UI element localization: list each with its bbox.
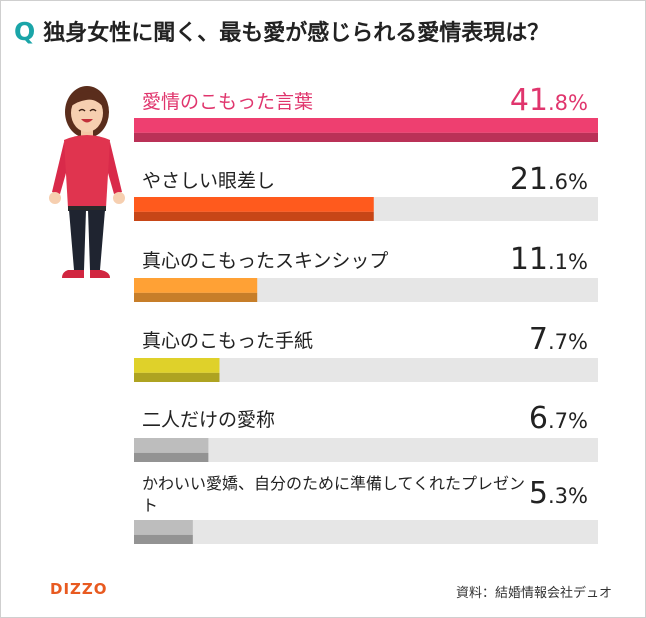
value-label: 21.6% [510,162,588,197]
bar [134,520,193,535]
value-label: 41.8% [510,83,588,118]
bar [134,358,220,373]
category-label: 真心のこもったスキンシップ [142,250,388,272]
question-mark-label: Q [14,16,36,46]
chart-title: Q 独身女性に聞く、最も愛が感じられる愛情表現は？ [14,14,549,48]
dizzo-logo: DIZZO [50,580,108,598]
category-label: 愛情のこもった言葉 [142,91,313,113]
bar-shadow [134,211,374,221]
value-label: 11.1% [510,242,588,277]
bar [134,118,598,133]
bars-group: 愛情のこもった言葉 41.8% やさしい眼差し 21.6% 真心のこもったスキンシップ 1… [134,83,598,544]
bar-track [134,520,598,544]
value-label: 7.7% [529,322,588,357]
bar-shadow [134,372,220,382]
category-label: 二人だけの愛称 [142,409,275,431]
value-label: 6.7% [529,401,588,436]
bar [134,197,374,212]
bar [134,278,258,293]
bar-track [134,438,598,462]
chart-title-text: 独身女性に聞く、最も愛が感じられる愛情表現は？ [43,21,550,46]
bar-shadow [134,534,193,544]
bar-shadow [134,452,209,462]
source-note: 資料：結婚情報会社デュオ [455,586,612,601]
category-label: 真心のこもった手紙 [142,330,313,352]
bar-shadow [134,132,598,142]
category-label-continued: ト [142,496,158,515]
category-label: やさしい眼差し [142,170,275,192]
category-label: かわいい愛嬌、自分のために準備してくれたプレゼン [142,474,525,493]
woman-illustration-icon [49,86,125,278]
bar [134,438,209,453]
value-label: 5.3% [529,476,588,511]
bar-shadow [134,292,258,302]
